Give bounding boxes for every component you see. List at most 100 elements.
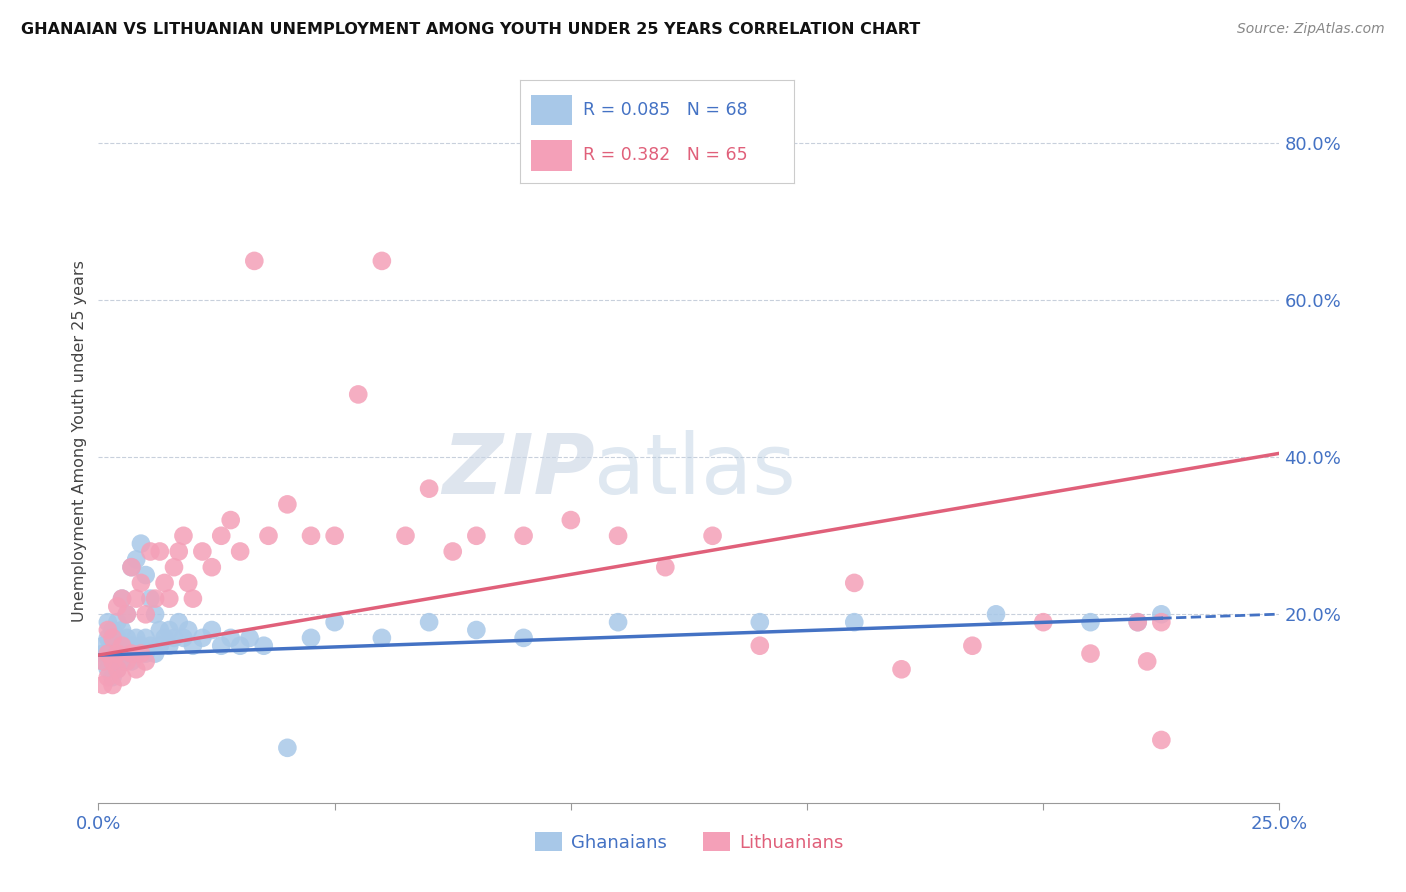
Point [111, 623, 134, 637]
Point [143, 607, 166, 622]
Point [129, 647, 152, 661]
Text: R = 0.382   N = 65: R = 0.382 N = 65 [583, 146, 748, 164]
Point [121, 647, 143, 661]
Point [115, 655, 138, 669]
Point [276, 740, 298, 755]
Bar [531, 95, 572, 126]
Point [101, 678, 124, 692]
Point [143, 591, 166, 606]
Point [181, 639, 204, 653]
Point [115, 607, 138, 622]
Point [654, 560, 676, 574]
Point [512, 529, 534, 543]
Point [149, 544, 172, 558]
Point [105, 599, 128, 614]
Point [890, 662, 912, 676]
Point [177, 623, 200, 637]
Point [97, 623, 120, 637]
Point [105, 662, 128, 676]
Text: Source: ZipAtlas.com: Source: ZipAtlas.com [1237, 22, 1385, 37]
Point [111, 670, 134, 684]
Point [347, 387, 370, 401]
Point [181, 591, 204, 606]
Point [1136, 655, 1159, 669]
Point [135, 607, 157, 622]
Point [748, 615, 770, 630]
Point [465, 623, 488, 637]
Point [418, 615, 440, 630]
Point [101, 639, 124, 653]
Point [748, 639, 770, 653]
Point [149, 639, 172, 653]
Point [97, 631, 120, 645]
Point [143, 647, 166, 661]
Point [115, 631, 138, 645]
Point [219, 513, 242, 527]
Point [129, 575, 152, 590]
Point [91, 647, 114, 661]
Point [121, 560, 143, 574]
Point [465, 529, 488, 543]
Point [115, 647, 138, 661]
Point [1126, 615, 1149, 630]
Point [702, 529, 724, 543]
Point [172, 529, 194, 543]
Point [1126, 615, 1149, 630]
Point [105, 662, 128, 676]
Point [105, 631, 128, 645]
Point [1080, 647, 1102, 661]
Point [191, 544, 214, 558]
Point [371, 253, 394, 268]
Point [441, 544, 464, 558]
Point [111, 639, 134, 653]
Point [139, 591, 162, 606]
Point [91, 655, 114, 669]
Point [101, 670, 124, 684]
Point [984, 607, 1007, 622]
Point [219, 631, 242, 645]
Point [101, 623, 124, 637]
Point [97, 615, 120, 630]
Point [607, 615, 630, 630]
Point [253, 639, 276, 653]
Text: R = 0.085   N = 68: R = 0.085 N = 68 [583, 101, 748, 119]
Point [209, 639, 232, 653]
Point [257, 529, 280, 543]
Point [125, 591, 148, 606]
Point [105, 647, 128, 661]
Point [172, 631, 194, 645]
Point [139, 544, 162, 558]
Point [163, 631, 186, 645]
Point [1150, 615, 1173, 630]
Point [418, 482, 440, 496]
Point [111, 591, 134, 606]
Point [229, 639, 252, 653]
Point [201, 560, 224, 574]
Point [177, 575, 200, 590]
Point [129, 639, 152, 653]
Point [97, 647, 120, 661]
Point [229, 544, 252, 558]
Point [111, 655, 134, 669]
Point [121, 655, 143, 669]
Point [844, 575, 866, 590]
Point [512, 631, 534, 645]
Point [125, 631, 148, 645]
Point [1080, 615, 1102, 630]
Point [125, 647, 148, 661]
Point [560, 513, 582, 527]
Point [157, 639, 180, 653]
Point [163, 560, 186, 574]
Point [167, 615, 190, 630]
Point [121, 639, 143, 653]
Point [201, 623, 224, 637]
Point [276, 497, 298, 511]
Point [153, 631, 176, 645]
Point [135, 655, 157, 669]
Point [121, 560, 143, 574]
Point [157, 591, 180, 606]
Point [97, 662, 120, 676]
Point [111, 591, 134, 606]
Point [149, 623, 172, 637]
Point [135, 647, 157, 661]
